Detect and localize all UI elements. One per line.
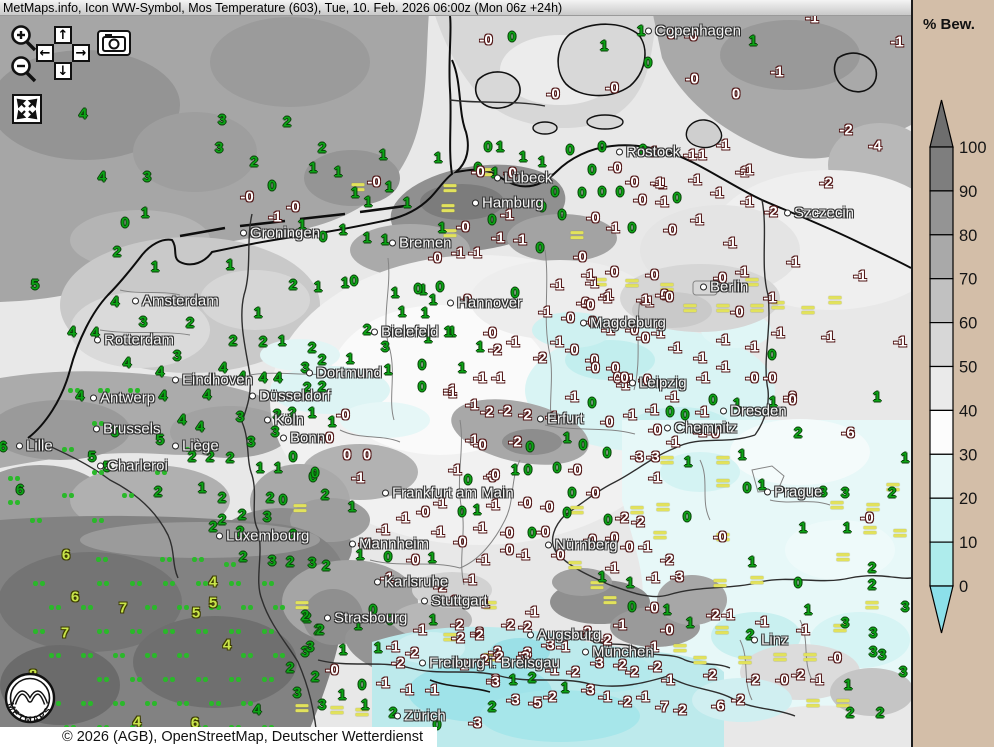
zoom-out-icon [11, 56, 37, 83]
legend-segment [929, 409, 954, 455]
pan-left-button[interactable]: ← [36, 44, 54, 62]
legend-arrow-bottom [929, 585, 954, 634]
arrow-down-icon: ↓ [57, 63, 69, 79]
arrow-left-icon: ← [39, 45, 51, 61]
arrow-right-icon: → [75, 45, 87, 61]
fullscreen-button[interactable] [12, 94, 42, 124]
legend-tick-label: 10 [959, 534, 977, 552]
legend-tick-label: 50 [959, 359, 977, 377]
legend-segment [929, 146, 954, 192]
legend-segment [929, 453, 954, 499]
page-title: MetMaps.info, Icon WW-Symbol, Mos Temper… [3, 1, 563, 15]
pan-up-button[interactable]: ↑ [54, 26, 72, 44]
legend-segment [929, 365, 954, 412]
legend-segment [929, 541, 954, 587]
lake-constance-outline [429, 679, 491, 693]
legend-tick-label: 80 [959, 227, 977, 245]
legend-segment [929, 190, 954, 236]
legend-segment [929, 234, 954, 280]
legend-segment [929, 278, 954, 324]
legend-arrow-top [929, 99, 954, 148]
legend-tick-label: 60 [959, 315, 977, 333]
legend-panel: % Bew. 100 90 80 70 60 50 40 30 20 10 0 [911, 0, 994, 747]
legend-tick-label: 20 [959, 490, 977, 508]
snapshot-button[interactable] [97, 30, 131, 56]
copyright-bar: © 2026 (AGB), OpenStreetMap, Deutscher W… [0, 727, 437, 747]
zoom-out-button[interactable] [8, 54, 40, 91]
legend-tick-label: 70 [959, 271, 977, 289]
legend-tick-label: 90 [959, 183, 977, 201]
pan-right-button[interactable]: → [72, 44, 90, 62]
legend-tick-label: 0 [959, 578, 968, 596]
zoom-in-icon [11, 25, 37, 52]
arrow-up-icon: ↑ [57, 27, 69, 43]
zoom-in-button[interactable] [8, 23, 40, 60]
weather-map[interactable] [0, 0, 950, 747]
title-bar: MetMaps.info, Icon WW-Symbol, Mos Temper… [0, 0, 911, 16]
legend-tick-label: 40 [959, 402, 977, 420]
legend-title: % Bew. [923, 16, 975, 33]
legend-segment [929, 322, 954, 368]
legend-tick-label: 100 [959, 139, 987, 157]
legend-segment [929, 497, 954, 543]
fullscreen-icon [16, 98, 38, 120]
metmaps-logo-icon: METMAPS [4, 672, 56, 725]
legend-tick-label: 30 [959, 446, 977, 464]
pan-down-button[interactable]: ↓ [54, 62, 72, 80]
metmaps-logo: METMAPS [2, 671, 60, 738]
camera-icon [102, 34, 126, 52]
map-canvas[interactable] [0, 0, 950, 747]
copyright-text: © 2026 (AGB), OpenStreetMap, Deutscher W… [62, 729, 423, 745]
